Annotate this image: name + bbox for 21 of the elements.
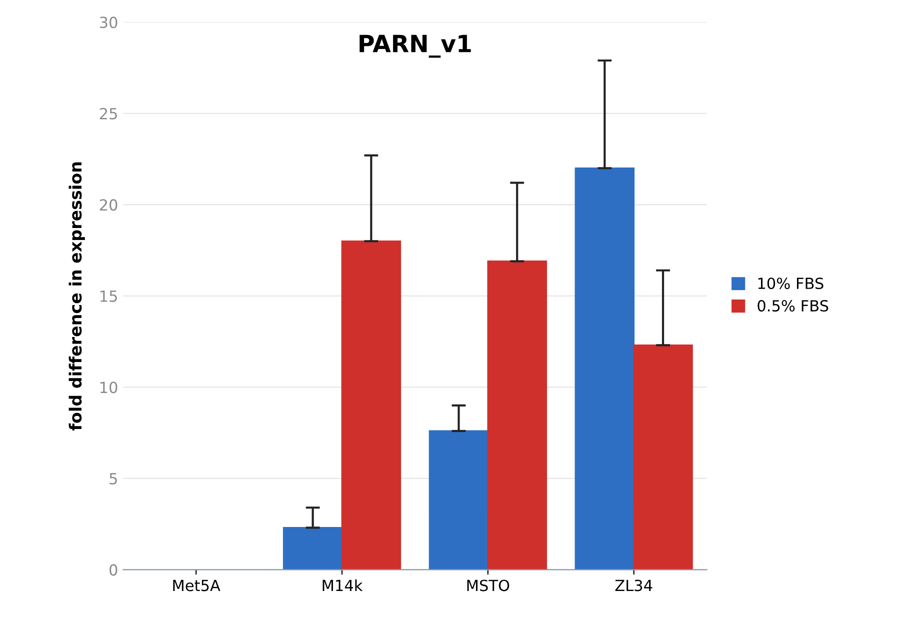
y-axis-title: fold difference in expression [68,162,85,430]
legend-label: 0.5% FBS [758,300,828,312]
x-tick-label: Met5A [173,580,220,592]
y-tick-label: 20 [100,199,118,211]
y-tick-label: 25 [100,108,117,120]
text: PARN_v1 [360,34,471,58]
y-tick-label: 15 [100,290,117,302]
y-tick-label: 5 [110,473,117,484]
x-tick-label: M14k [322,579,363,592]
bar [574,167,635,570]
y-tick-label: 0 [110,564,118,576]
y-tick-label: 10 [100,382,118,394]
bar [341,240,402,570]
bar [633,344,693,570]
x-tick-label: MSTO [467,580,510,592]
y-tick-label: 30 [100,16,118,28]
x-tick-label: ZL34 [615,580,652,592]
bar [428,430,489,570]
bar [282,527,343,570]
legend-label: 10% FBS [758,278,824,290]
bar [487,260,547,570]
